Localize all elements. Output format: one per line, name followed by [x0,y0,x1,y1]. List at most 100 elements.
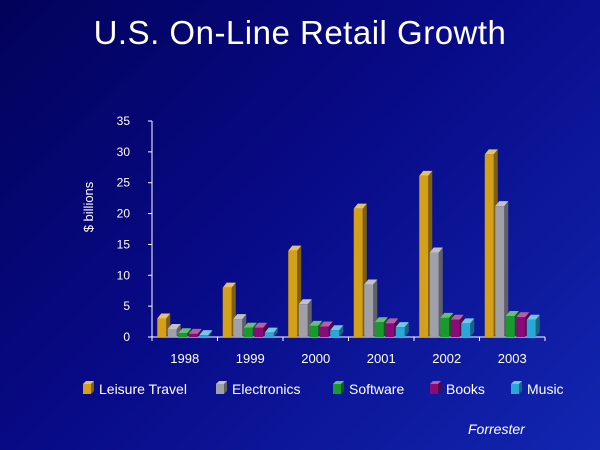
y-tick-label: 0 [123,330,130,344]
bar-front [450,319,460,337]
bar-front [243,327,253,337]
bar-side [470,318,475,337]
bar-front [199,335,209,337]
bar-side [197,328,202,337]
bar-top [429,247,443,253]
y-tick-label: 15 [117,237,131,251]
bar-side [208,330,213,337]
legend-item-music: Music [511,381,564,397]
bar-top [526,314,540,320]
bar-front [429,252,439,337]
bar-top [395,322,409,328]
bar-top [385,318,399,324]
legend-swatch-top [83,381,94,384]
bar-music-2001 [395,322,409,337]
bar-electronics-2003 [495,201,509,337]
bar-front [178,333,188,337]
x-tick-label-2000: 2000 [301,351,330,366]
legend-label: Music [527,381,564,397]
bar-top [374,317,388,323]
bar-side [535,314,540,337]
legend-item-software: Software [333,381,404,397]
bar-front [516,317,526,337]
bar-side [187,328,192,337]
bar-top [243,322,257,328]
legend-swatch [216,384,224,394]
legend-swatch [430,384,438,394]
bar-side [404,322,409,337]
bar-front [505,316,515,337]
bar-music-1998 [199,330,213,337]
bar-electronics-2002 [429,247,443,337]
bar-top [505,311,519,317]
legend-item-books: Books [430,381,485,397]
bar-top [254,322,268,328]
bar-top [157,313,171,319]
legend-label: Books [446,381,485,397]
bar-music-2000 [330,325,344,337]
legend-swatch [511,384,519,394]
bar-front [495,206,505,337]
legend-label: Leisure Travel [99,381,187,397]
bar-front [461,323,471,337]
bar-front [385,323,395,337]
bar-music-2003 [526,314,540,337]
y-tick-label: 20 [117,207,131,221]
x-tick-label-2003: 2003 [498,351,527,366]
x-tick-label-2002: 2002 [432,351,461,366]
legend-swatch-side [91,381,94,394]
y-tick-label: 10 [117,268,131,282]
bar-top [461,318,475,324]
legend-swatch [333,384,341,394]
legend-swatch-side [519,381,522,394]
legend-swatch-top [333,381,344,384]
y-tick-label: 30 [117,145,131,159]
bar-side [438,247,443,337]
bar-top [222,282,236,288]
bar-front [309,325,319,337]
legend-swatch-top [430,381,441,384]
y-tick-label: 25 [117,176,131,190]
legend-item-leisure-travel: Leisure Travel [83,381,187,397]
bar-front [157,318,167,337]
bar-top [450,314,464,320]
bar-front [364,284,374,337]
legend-swatch [83,384,91,394]
bar-side [339,325,344,337]
bar-front [254,327,264,337]
bar-top [199,330,213,336]
legend-label: Software [349,381,404,397]
bar-front [288,250,298,337]
bar-top [419,170,433,176]
bar-top [298,299,312,305]
bar-front [353,208,363,337]
legend-swatch-side [438,381,441,394]
legend-item-electronics: Electronics [216,381,300,397]
bar-top [233,314,247,320]
legend-swatch-side [341,381,344,394]
y-tick-label: 5 [123,299,130,313]
bar-front [264,332,274,337]
bar-front [395,327,405,337]
bar-electronics-1998 [167,323,181,337]
bar-books-1998 [188,328,202,337]
bar-top [440,312,454,318]
bar-front [419,175,429,337]
bar-front [374,322,384,337]
bar-top [288,245,302,251]
bar-front [484,154,494,337]
bar-side [176,323,181,337]
legend-swatch-top [511,381,522,384]
bar-front [233,319,243,337]
legend-label: Electronics [232,381,300,397]
bar-top [309,320,323,326]
bar-top [516,312,530,318]
x-tick-label-1999: 1999 [236,351,265,366]
bar-top [495,201,509,207]
bar-top [178,328,192,334]
bar-top [264,327,278,333]
bar-front [222,287,232,337]
bar-books-1999 [254,322,268,337]
x-tick-label-1998: 1998 [170,351,199,366]
bar-top [330,325,344,331]
